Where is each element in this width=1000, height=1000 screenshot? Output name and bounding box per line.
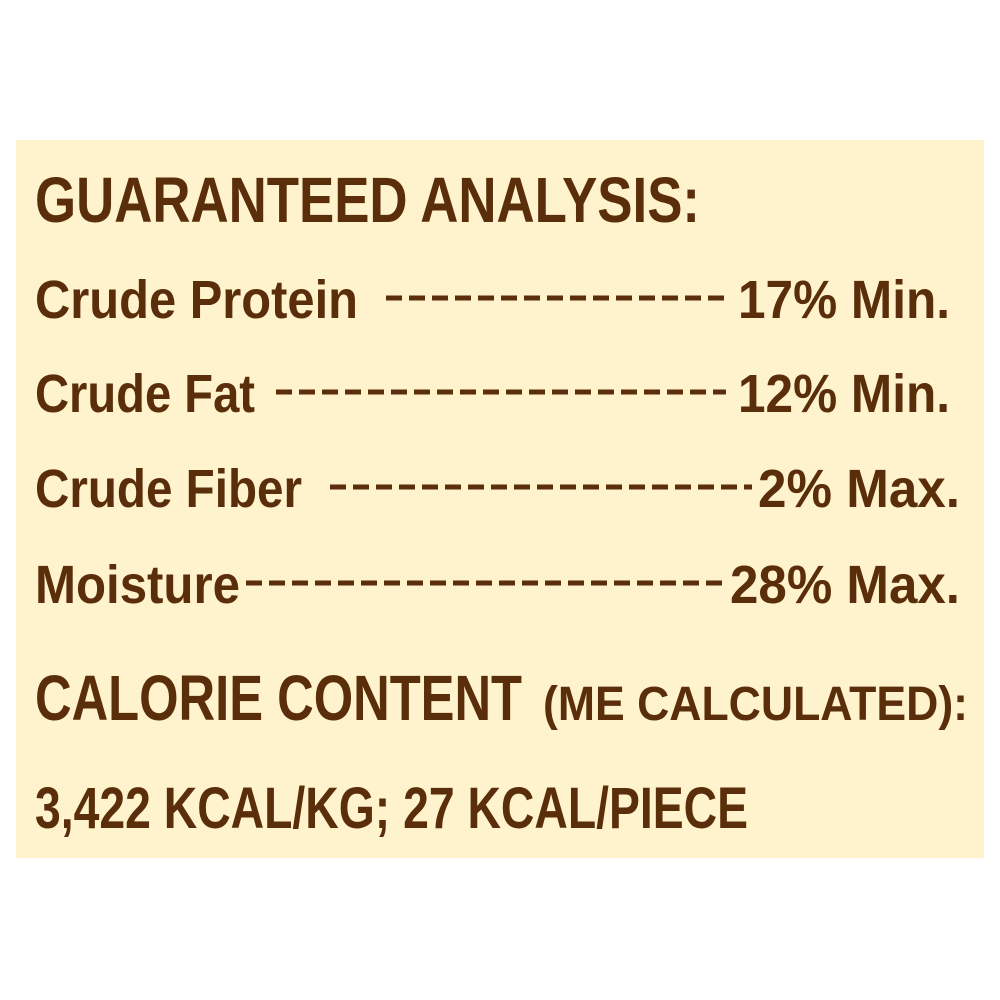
row-value: 12% Min. <box>738 364 950 424</box>
calorie-heading: CALORIE CONTENT <box>35 662 522 734</box>
label-panel <box>16 140 984 858</box>
calorie-note: (ME CALCULATED): <box>543 678 968 731</box>
row-value: 17% Min. <box>738 270 950 330</box>
row-name: Moisture <box>35 555 240 615</box>
row-name: Crude Protein <box>35 270 358 330</box>
title: GUARANTEED ANALYSIS: <box>35 164 700 236</box>
row-name: Crude Fat <box>35 364 255 424</box>
calorie-values: 3,422 KCAL/KG; 27 KCAL/PIECE <box>35 776 748 841</box>
row-value: 2% Max. <box>758 459 960 519</box>
row-value: 28% Max. <box>730 555 960 615</box>
row-name: Crude Fiber <box>35 459 302 519</box>
